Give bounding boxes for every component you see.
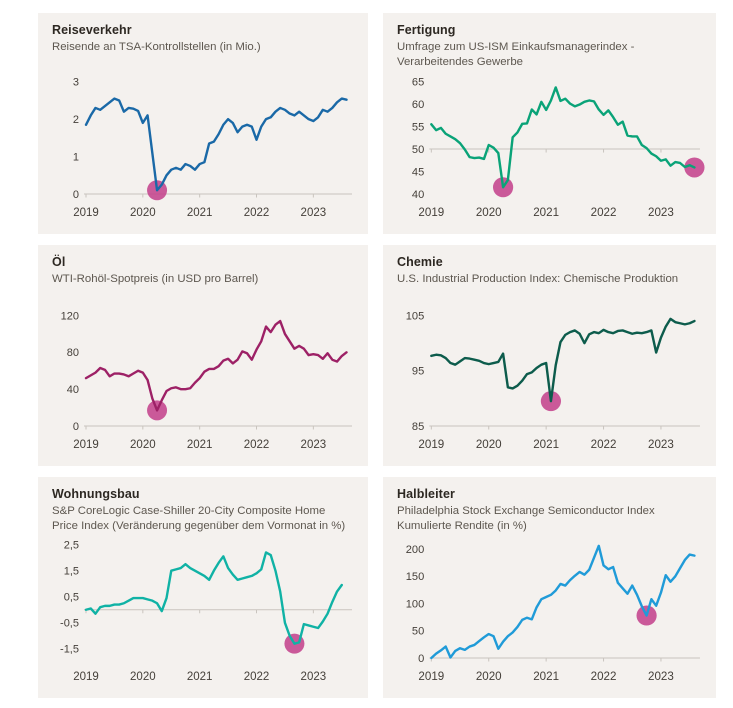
data-line — [84, 319, 348, 412]
x-tick-label: 2022 — [591, 207, 617, 219]
y-tick-label: 100 — [406, 598, 425, 610]
y-tick-label: 60 — [412, 99, 424, 111]
x-tick-label: 2019 — [73, 439, 99, 451]
chart-title: Halbleiter — [397, 487, 455, 501]
x-tick-label: 2019 — [73, 207, 99, 219]
x-tick-label: 2023 — [648, 439, 674, 451]
chart-subtitle: Reisende an TSA-Kontrollstellen (in Mio.… — [52, 41, 261, 53]
y-tick-label: 2,5 — [64, 539, 79, 551]
y-tick-label: 55 — [412, 121, 424, 133]
chart-card-oel: Öl WTI-Rohöl-Spotpreis (in USD pro Barre… — [38, 245, 368, 466]
x-tick-label: 2022 — [591, 439, 617, 451]
chart-card-halbleiter: Halbleiter Philadelphia Stock Exchange S… — [383, 477, 716, 698]
y-tick-label: 0 — [73, 421, 79, 433]
x-tick-label: 2023 — [648, 671, 674, 683]
x-tick-label: 2020 — [130, 207, 156, 219]
data-line — [430, 317, 696, 403]
y-tick-label: 45 — [412, 166, 424, 178]
x-tick-label: 2020 — [476, 439, 502, 451]
x-tick-label: 2021 — [187, 207, 213, 219]
chart-card-wohnungsbau: Wohnungsbau S&P CoreLogic Case-Shiller 2… — [38, 477, 368, 698]
chart-title: Reiseverkehr — [52, 23, 132, 37]
x-tick-label: 2023 — [301, 207, 327, 219]
data-line — [84, 97, 348, 192]
y-tick-label: 0 — [418, 653, 424, 665]
line-chart-reiseverkehr: 2019 2020 2021 2022 2023 0 1 2 3 — [73, 77, 352, 219]
y-tick-label: -1,5 — [60, 644, 79, 656]
x-tick-label: 2023 — [301, 671, 327, 683]
line-chart-chemie: 2019 2020 2021 2022 2023 85 95 105 — [406, 310, 700, 451]
y-tick-label: 40 — [67, 384, 79, 396]
y-tick-label: 0,5 — [64, 592, 79, 604]
y-tick-label: 85 — [412, 421, 424, 433]
chart-title: Fertigung — [397, 23, 456, 37]
x-tick-label: 2020 — [476, 671, 502, 683]
x-tick-label: 2021 — [533, 439, 559, 451]
chart-subtitle: U.S. Industrial Production Index: Chemis… — [397, 273, 679, 285]
y-tick-label: -0,5 — [60, 618, 79, 630]
x-tick-label: 2019 — [73, 671, 99, 683]
y-tick-label: 50 — [412, 144, 424, 156]
data-line — [430, 544, 696, 660]
y-tick-label: 200 — [406, 544, 425, 556]
x-tick-label: 2019 — [418, 207, 444, 219]
line-chart-halbleiter: 2019 2020 2021 2022 2023 0 50 100 150 200 — [406, 544, 700, 683]
chart-card-fertigung: Fertigung Umfrage zum US-ISM Einkaufsman… — [383, 13, 716, 234]
chart-subtitle: Umfrage zum US-ISM Einkaufsmanagerindex … — [397, 41, 635, 68]
x-tick-label: 2021 — [187, 671, 213, 683]
data-line — [84, 551, 343, 645]
line-chart-oel: 2019 2020 2021 2022 2023 0 40 80 120 — [61, 310, 352, 451]
x-tick-label: 2020 — [476, 207, 502, 219]
line-chart-wohnungsbau: 2019 2020 2021 2022 2023 -1,5 -0,5 0,5 1,5 2,5 — [60, 539, 352, 683]
x-tick-label: 2020 — [130, 439, 156, 451]
x-tick-label: 2022 — [244, 207, 270, 219]
x-tick-label: 2019 — [418, 671, 444, 683]
y-tick-label: 50 — [412, 626, 424, 638]
y-tick-label: 80 — [67, 347, 79, 359]
chart-title: Öl — [52, 255, 66, 269]
x-tick-label: 2022 — [591, 671, 617, 683]
y-tick-label: 0 — [73, 189, 79, 201]
data-line — [430, 86, 696, 189]
chart-card-chemie: Chemie U.S. Industrial Production Index:… — [383, 245, 716, 466]
y-tick-label: 3 — [73, 77, 79, 89]
chart-subtitle: WTI-Rohöl-Spotpreis (in USD pro Barrel) — [52, 273, 259, 285]
y-tick-label: 2 — [73, 114, 79, 126]
chart-card-reiseverkehr: Reiseverkehr Reisende an TSA-Kontrollste… — [38, 13, 368, 234]
y-tick-label: 105 — [406, 310, 425, 322]
x-tick-label: 2022 — [244, 439, 270, 451]
line-chart-fertigung: 2019 2020 2021 2022 2023 40 45 50 55 60 65 — [412, 76, 705, 219]
x-tick-label: 2021 — [533, 671, 559, 683]
x-tick-label: 2021 — [187, 439, 213, 451]
x-tick-label: 2021 — [533, 207, 559, 219]
y-tick-label: 65 — [412, 76, 424, 88]
x-tick-label: 2023 — [301, 439, 327, 451]
y-tick-label: 1,5 — [64, 565, 79, 577]
x-tick-label: 2020 — [130, 671, 156, 683]
chart-subtitle: S&P CoreLogic Case-Shiller 20-City Compo… — [52, 505, 346, 532]
chart-title: Wohnungsbau — [52, 487, 140, 501]
x-tick-label: 2022 — [244, 671, 270, 683]
x-tick-label: 2023 — [648, 207, 674, 219]
x-tick-label: 2019 — [418, 439, 444, 451]
y-tick-label: 95 — [412, 366, 424, 378]
y-tick-label: 120 — [61, 310, 79, 322]
y-tick-label: 150 — [406, 571, 425, 583]
y-tick-label: 40 — [412, 189, 424, 201]
chart-subtitle: Philadelphia Stock Exchange Semiconducto… — [397, 505, 655, 532]
y-tick-label: 1 — [73, 151, 79, 163]
chart-title: Chemie — [397, 255, 443, 269]
